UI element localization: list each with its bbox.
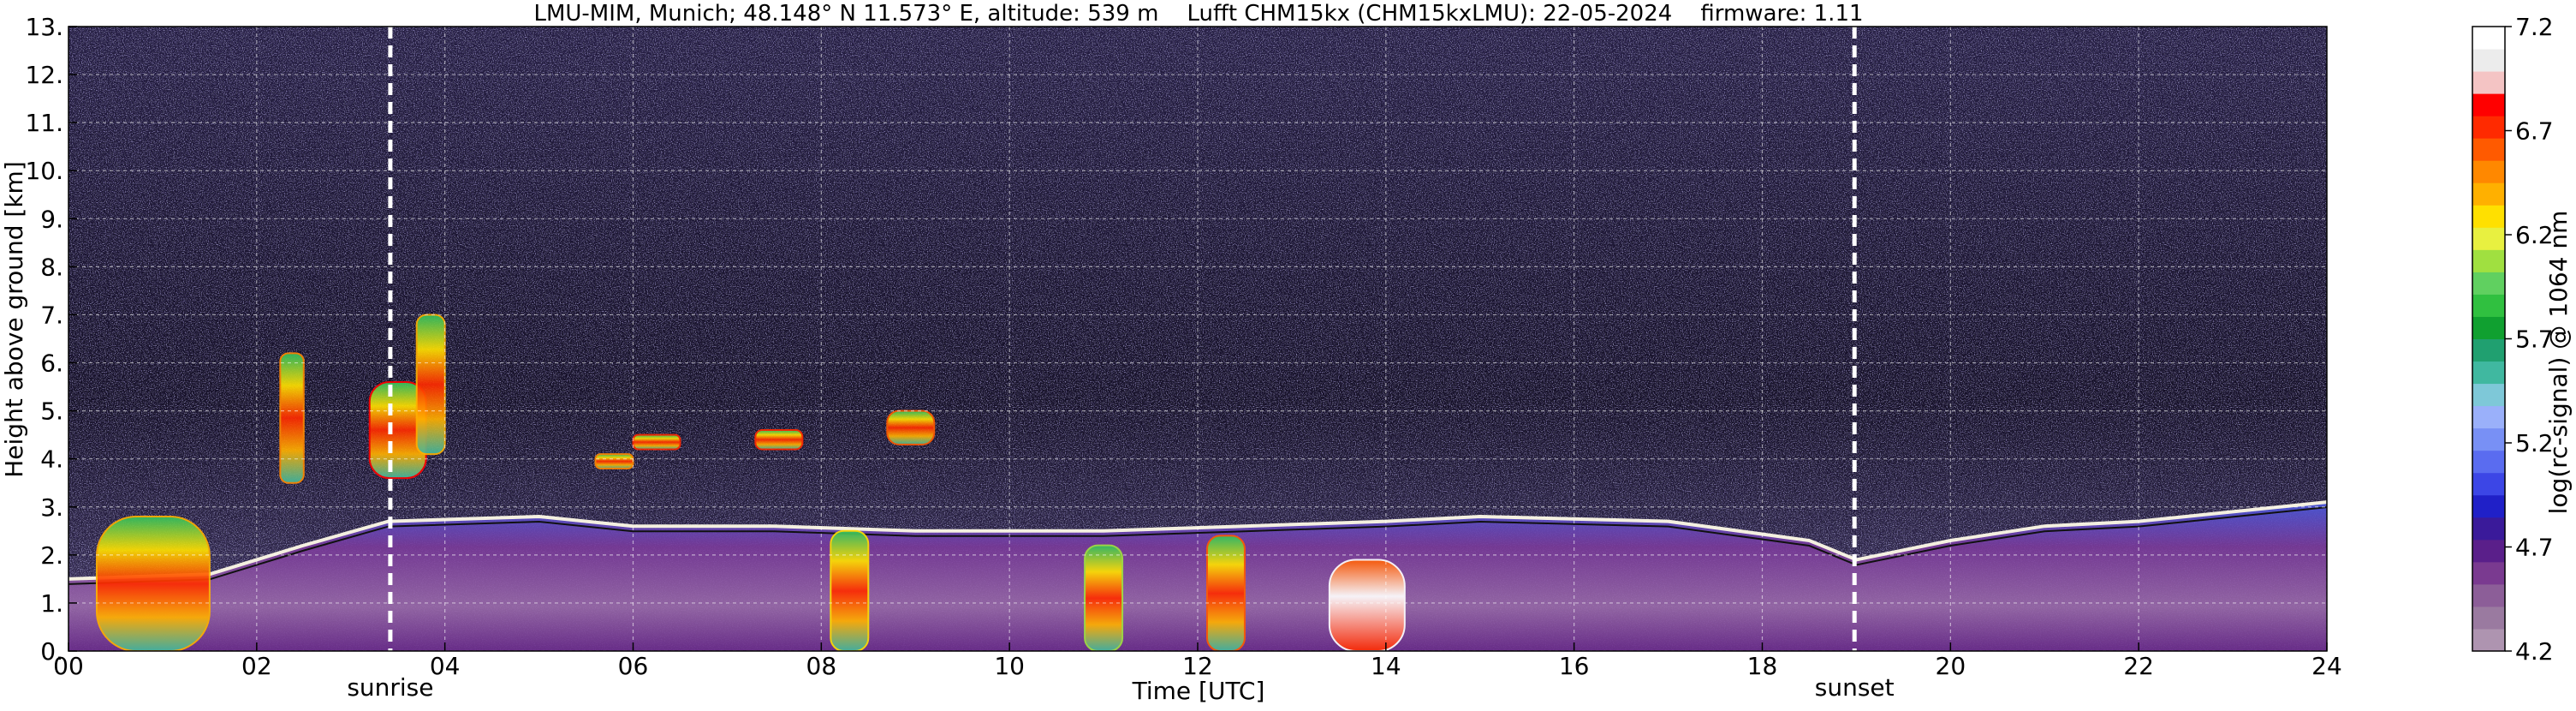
colorbar-tick-label: 4.7 (2515, 534, 2554, 562)
x-tick-label: 16 (1559, 652, 1590, 680)
colorbar-tick-label: 6.7 (2515, 117, 2554, 146)
cloud-feature (1084, 544, 1124, 651)
colorbar-segment (2472, 561, 2505, 585)
cloud-feature (415, 314, 446, 456)
x-tick-label: 20 (1936, 652, 1966, 680)
colorbar-segment (2472, 583, 2505, 607)
colorbar-segment (2472, 405, 2505, 429)
y-tick-label: 8. (40, 253, 63, 281)
y-tick-label: 4. (40, 445, 63, 474)
colorbar-segment (2472, 93, 2505, 117)
boundary-layer-top (68, 500, 2327, 581)
colorbar-label: log(rc-signal) @ 1064 nm (2544, 211, 2573, 515)
y-tick-label: 10. (25, 157, 63, 185)
y-tick-label: 1. (40, 589, 63, 618)
x-tick-label: 08 (806, 652, 837, 680)
cloud-feature (886, 409, 936, 445)
colorbar-segment (2472, 383, 2505, 407)
y-axis-label: Height above ground [km] (0, 161, 28, 478)
colorbar-segment (2472, 27, 2505, 50)
cloud-feature (594, 453, 634, 469)
x-tick-label: 14 (1371, 652, 1401, 680)
colorbar-segment (2472, 116, 2505, 139)
x-tick-label: 06 (618, 652, 649, 680)
colorbar-segment (2472, 361, 2505, 385)
y-tick-label: 7. (40, 301, 63, 329)
y-tick-label: 13. (25, 13, 63, 41)
x-tick-label: 00 (53, 652, 84, 680)
colorbar-segment (2472, 427, 2505, 451)
colorbar-tick-label: 5.7 (2515, 326, 2554, 354)
colorbar-segment (2472, 606, 2505, 630)
colorbar-segment (2472, 517, 2505, 541)
colorbar-tick-label: 4.2 (2515, 637, 2554, 666)
x-tick-label: 24 (2311, 652, 2342, 680)
cloud-feature (830, 529, 870, 651)
y-tick-label: 2. (40, 541, 63, 570)
colorbar-segment (2472, 71, 2505, 94)
colorbar-segment (2472, 49, 2505, 72)
chart-title: LMU-MIM, Munich; 48.148° N 11.573° E, al… (533, 1, 1863, 27)
colorbar-segment (2472, 182, 2505, 206)
x-tick-label: 04 (430, 652, 461, 680)
boundary-layer-shadow (68, 506, 2327, 585)
colorbar-segment (2472, 338, 2505, 362)
cloud-feature (279, 352, 305, 484)
colorbar-segment (2472, 205, 2505, 228)
colorbar-segment (2472, 160, 2505, 183)
colorbar (2472, 26, 2506, 652)
y-tick-label: 3. (40, 493, 63, 522)
colorbar-segment (2472, 539, 2505, 563)
plot-area (68, 27, 2327, 651)
cloud-feature (1205, 535, 1246, 651)
colorbar-segment (2472, 138, 2505, 161)
x-tick-label: 10 (994, 652, 1025, 680)
colorbar-tick-label: 7.2 (2515, 13, 2554, 41)
colorbar-segment (2472, 450, 2505, 474)
y-tick-label: 5. (40, 397, 63, 426)
colorbar-tick-label: 5.2 (2515, 429, 2554, 457)
cloud-feature (95, 515, 211, 651)
y-tick-label: 11. (25, 109, 63, 137)
colorbar-segment (2472, 472, 2505, 496)
colorbar-segment (2472, 494, 2505, 518)
y-tick-label: 12. (25, 61, 63, 89)
colorbar-segment (2472, 316, 2505, 339)
x-axis-label: Time [UTC] (1132, 677, 1265, 705)
x-tick-label: 18 (1747, 652, 1778, 680)
x-tick-label: 12 (1182, 652, 1213, 680)
marker-label-sunrise: sunrise (347, 673, 433, 702)
colorbar-tick-label: 6.2 (2515, 221, 2554, 249)
colorbar-segment (2472, 227, 2505, 250)
cloud-feature (632, 433, 681, 451)
x-tick-label: 02 (241, 652, 272, 680)
x-tick-label: 22 (2123, 652, 2154, 680)
cloud-feature (1328, 559, 1406, 651)
colorbar-segment (2472, 294, 2505, 317)
colorbar-segment (2472, 249, 2505, 272)
colorbar-segment (2472, 628, 2505, 652)
cloud-feature (754, 429, 804, 451)
y-tick-label: 0. (40, 637, 63, 666)
y-tick-label: 9. (40, 205, 63, 233)
colorbar-segment (2472, 272, 2505, 295)
y-tick-label: 6. (40, 350, 63, 378)
marker-label-sunset: sunset (1815, 673, 1895, 702)
